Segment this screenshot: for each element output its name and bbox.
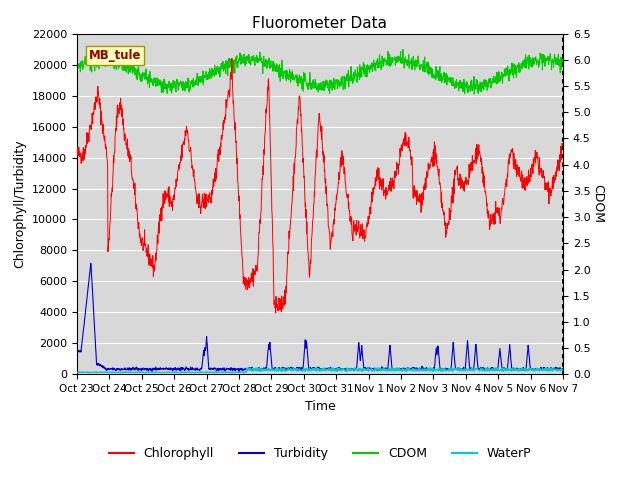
Legend: Chlorophyll, Turbidity, CDOM, WaterP: Chlorophyll, Turbidity, CDOM, WaterP — [104, 442, 536, 465]
X-axis label: Time: Time — [305, 400, 335, 413]
Y-axis label: Chlorophyll/Turbidity: Chlorophyll/Turbidity — [13, 140, 26, 268]
Y-axis label: CDOM: CDOM — [591, 184, 605, 224]
Title: Fluorometer Data: Fluorometer Data — [253, 16, 387, 31]
Text: MB_tule: MB_tule — [89, 49, 141, 62]
